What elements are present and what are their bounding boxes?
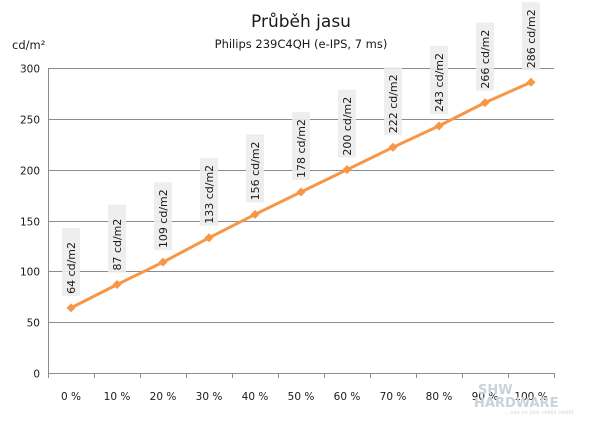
data-label: 87 cd/m2 — [111, 219, 124, 271]
data-label-box — [476, 22, 494, 91]
chart-title: Průběh jasu — [251, 12, 351, 32]
data-label: 64 cd/m2 — [65, 242, 78, 294]
x-tick-label: 50 % — [288, 391, 315, 403]
x-tick-label: 60 % — [334, 391, 361, 403]
data-label-box — [246, 134, 264, 203]
x-tick-label: 30 % — [196, 391, 223, 403]
data-label: 133 cd/m2 — [203, 165, 216, 224]
series-brightness — [66, 77, 536, 313]
x-tick-label: 20 % — [150, 391, 177, 403]
data-label: 286 cd/m2 — [525, 9, 538, 68]
data-label: 243 cd/m2 — [433, 53, 446, 112]
x-tick-labels: 0 % 10 % 20 % 30 % 40 % 50 % 60 % 70 % 80 % 90 % 1… — [61, 391, 548, 403]
data-label-box — [384, 67, 402, 136]
data-label: 200 cd/m2 — [341, 97, 354, 156]
data-label: 222 cd/m2 — [387, 74, 400, 133]
data-point-marker — [250, 209, 260, 219]
data-point-marker — [112, 280, 122, 290]
x-tick-label: 0 % — [61, 391, 81, 403]
data-label-box — [430, 45, 448, 114]
data-point-marker — [388, 142, 398, 152]
data-point-marker — [526, 77, 536, 87]
x-tick-label: 70 % — [380, 391, 407, 403]
data-point-marker — [204, 233, 214, 243]
chart-subtitle: Philips 239C4QH (e-IPS, 7 ms) — [215, 37, 388, 51]
x-tick-label: 80 % — [426, 391, 453, 403]
axes — [48, 68, 555, 378]
watermark-tagline: ...vše co jste chtěli vědět — [505, 409, 575, 416]
data-label-box — [108, 204, 126, 273]
data-point-marker — [342, 165, 352, 175]
y-tick-label: 0 — [33, 369, 40, 381]
data-point-marker — [296, 187, 306, 197]
watermark-subtext: HARDWARE — [474, 396, 558, 411]
x-tick-label: 40 % — [242, 391, 269, 403]
shw-hardware-watermark-logo: SHW HARDWARE ...vše co jste chtěli vědět — [474, 383, 575, 416]
data-label-box — [154, 182, 172, 251]
y-tick-labels: 0 50 100 150 200 250 300 — [20, 64, 40, 381]
data-label-box — [62, 227, 80, 296]
data-point-marker — [158, 257, 168, 267]
data-label-box — [522, 2, 540, 71]
y-tick-label: 150 — [20, 217, 40, 229]
y-axis-unit-label: cd/m² — [12, 38, 45, 52]
data-label: 109 cd/m2 — [157, 189, 170, 248]
y-tick-label: 300 — [20, 64, 40, 76]
watermark-text: SHW — [478, 383, 513, 398]
data-label-box — [200, 157, 218, 226]
data-label-box — [338, 89, 356, 158]
y-tick-label: 50 — [27, 318, 40, 330]
y-tick-label: 250 — [20, 115, 40, 127]
data-point-marker — [480, 98, 490, 108]
y-tick-label: 100 — [20, 267, 40, 279]
x-tick-label: 90 % — [472, 391, 499, 403]
x-tick-label: 100 % — [514, 391, 547, 403]
data-label: 266 cd/m2 — [479, 30, 492, 89]
data-labels: 64 cd/m2 87 cd/m2 109 cd/m2 133 cd/m2 156 cd… — [62, 2, 540, 296]
y-tick-label: 200 — [20, 166, 40, 178]
data-label: 156 cd/m2 — [249, 141, 262, 200]
data-label-box — [292, 112, 310, 181]
x-tick-label: 10 % — [104, 391, 131, 403]
data-label: 178 cd/m2 — [295, 119, 308, 178]
data-point-marker — [434, 121, 444, 131]
data-point-marker — [66, 303, 76, 313]
